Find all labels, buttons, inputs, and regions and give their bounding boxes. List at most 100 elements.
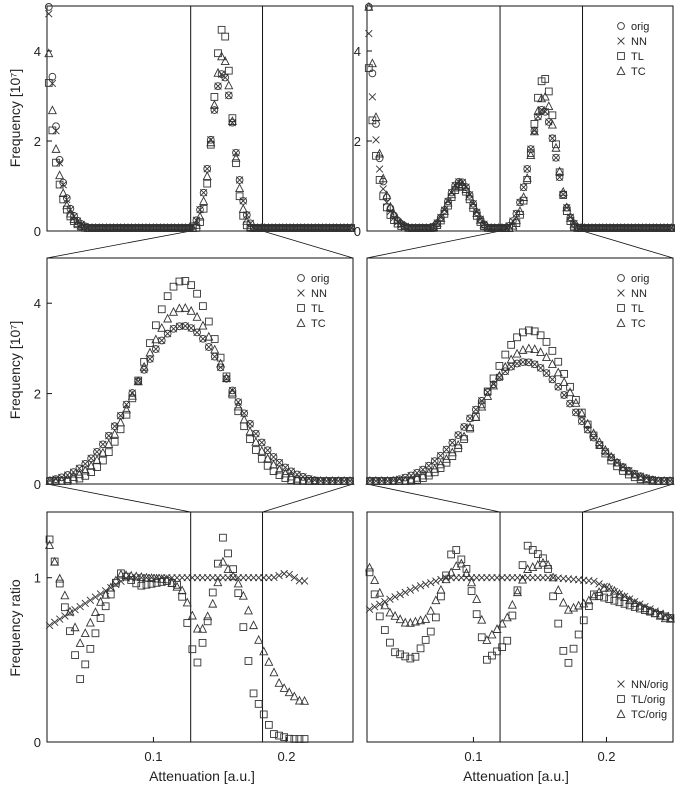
legend-label: TL/orig — [631, 694, 665, 706]
data-point — [594, 437, 604, 446]
data-point — [502, 612, 512, 622]
data-point — [163, 329, 172, 338]
data-point — [264, 656, 274, 666]
plot-frame — [46, 511, 354, 743]
legend: orig NN TL TC — [616, 273, 649, 330]
data-point — [396, 590, 404, 599]
data-point — [227, 116, 237, 125]
series-tc — [44, 48, 356, 232]
data-point — [600, 444, 610, 454]
data-point — [416, 615, 426, 625]
y-tick-label: 2 — [34, 387, 41, 402]
y-tick-label: 1 — [34, 571, 41, 586]
data-point — [436, 451, 445, 460]
series-tl-orig — [45, 533, 309, 743]
data-point — [526, 150, 536, 160]
series-tc — [364, 1, 675, 232]
data-point — [239, 623, 248, 631]
data-point — [386, 595, 394, 603]
data-point — [579, 616, 588, 625]
data-point — [75, 638, 85, 647]
data-point — [436, 459, 446, 469]
data-point — [519, 192, 529, 201]
data-point — [280, 468, 290, 478]
plot-frame — [46, 5, 354, 232]
data-point — [121, 570, 131, 580]
data-point — [45, 535, 54, 544]
data-point — [222, 375, 231, 383]
data-point — [198, 638, 207, 647]
data-point — [225, 91, 233, 100]
data-point — [483, 655, 491, 664]
series-tc — [45, 302, 355, 485]
panel-middle-left: 0 2 4 orig NN TL TC — [34, 257, 355, 492]
data-point — [436, 213, 446, 222]
data-point — [239, 414, 249, 424]
data-point — [217, 51, 227, 61]
legend-marker — [617, 22, 625, 30]
data-point — [162, 574, 172, 584]
data-point — [405, 617, 415, 627]
ylabel-top: Frequency [10⁷] — [7, 69, 23, 167]
data-point — [281, 463, 290, 472]
data-point — [439, 206, 449, 215]
data-point — [275, 571, 283, 580]
data-point — [187, 281, 196, 289]
data-point — [298, 475, 308, 485]
data-point — [558, 186, 568, 196]
data-point — [51, 476, 61, 485]
data-point — [467, 577, 477, 587]
data-point — [263, 453, 273, 463]
series-tc-orig — [365, 557, 675, 644]
data-point — [141, 572, 151, 582]
data-point — [441, 574, 451, 584]
data-point — [182, 597, 192, 607]
data-point — [635, 600, 645, 610]
data-point — [69, 214, 79, 223]
data-point — [569, 219, 579, 229]
data-point — [375, 612, 384, 621]
data-point — [436, 584, 446, 594]
data-point — [80, 465, 90, 475]
data-point — [139, 361, 149, 371]
data-point — [594, 587, 604, 596]
data-point — [372, 151, 380, 160]
legend: orig NN TL TC — [616, 21, 649, 78]
data-point — [57, 475, 67, 485]
data-point — [249, 689, 258, 698]
data-point — [375, 587, 385, 597]
data-point — [61, 603, 69, 612]
data-point — [321, 476, 332, 485]
data-point — [457, 555, 466, 564]
data-point — [466, 424, 474, 433]
data-point — [370, 590, 379, 599]
data-point — [175, 322, 184, 330]
legend-label: TC — [631, 66, 646, 78]
data-point — [583, 425, 592, 434]
data-point — [346, 223, 356, 232]
data-point — [488, 380, 499, 390]
zoom-connector-line — [46, 483, 191, 513]
data-point — [537, 106, 546, 114]
data-point — [245, 426, 255, 436]
zoom-connector-line — [366, 483, 501, 513]
data-point — [210, 344, 220, 354]
data-point — [238, 590, 248, 600]
data-point — [110, 428, 120, 438]
data-point — [203, 179, 212, 188]
data-point — [290, 735, 299, 743]
data-point — [121, 404, 131, 414]
data-point — [382, 203, 391, 212]
data-point — [495, 362, 504, 370]
data-point — [294, 695, 304, 705]
data-point — [193, 328, 201, 337]
data-point — [45, 10, 53, 18]
legend-label: TL — [311, 303, 324, 315]
data-point — [204, 343, 213, 351]
legend-marker — [617, 274, 625, 282]
data-point — [65, 208, 75, 218]
data-point — [86, 460, 96, 470]
data-point — [257, 445, 267, 455]
data-point — [193, 328, 201, 337]
data-point — [198, 623, 208, 633]
